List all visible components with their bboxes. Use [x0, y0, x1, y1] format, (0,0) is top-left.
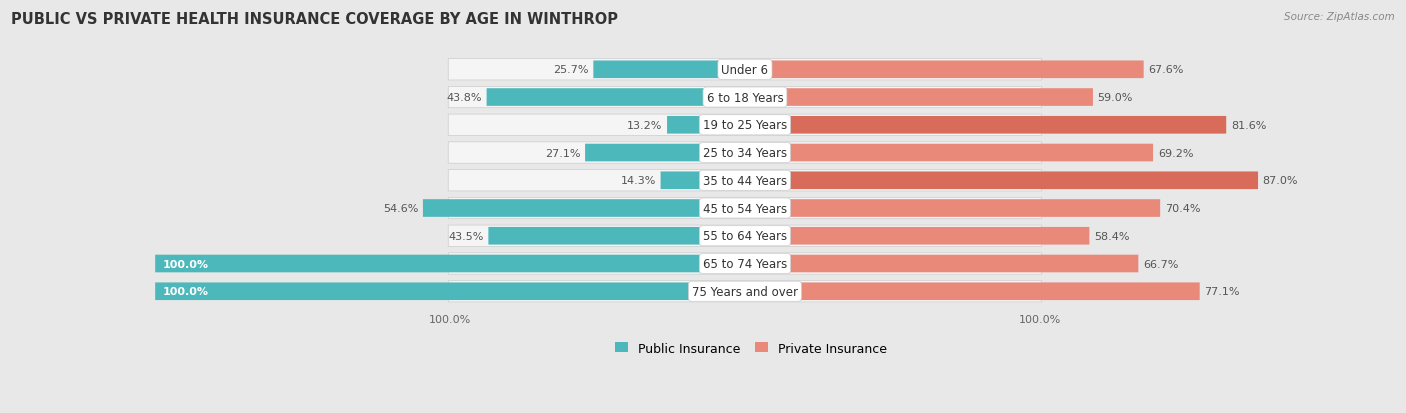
FancyBboxPatch shape: [155, 283, 745, 300]
Text: 100.0%: 100.0%: [162, 259, 208, 269]
FancyBboxPatch shape: [449, 87, 1042, 109]
Text: 25 to 34 Years: 25 to 34 Years: [703, 147, 787, 160]
FancyBboxPatch shape: [449, 225, 1042, 247]
Text: 35 to 44 Years: 35 to 44 Years: [703, 174, 787, 188]
FancyBboxPatch shape: [423, 200, 745, 217]
Text: 67.6%: 67.6%: [1149, 65, 1184, 75]
FancyBboxPatch shape: [449, 198, 1042, 219]
FancyBboxPatch shape: [593, 61, 745, 79]
Text: 65 to 74 Years: 65 to 74 Years: [703, 257, 787, 271]
Text: 66.7%: 66.7%: [1143, 259, 1178, 269]
Text: 13.2%: 13.2%: [627, 121, 662, 131]
Text: 27.1%: 27.1%: [546, 148, 581, 158]
FancyBboxPatch shape: [449, 142, 1042, 164]
Text: 87.0%: 87.0%: [1263, 176, 1298, 186]
Text: 70.4%: 70.4%: [1164, 204, 1201, 214]
Text: 43.8%: 43.8%: [447, 93, 482, 103]
FancyBboxPatch shape: [488, 228, 745, 245]
Text: 14.3%: 14.3%: [620, 176, 657, 186]
FancyBboxPatch shape: [745, 61, 1143, 79]
FancyBboxPatch shape: [661, 172, 745, 190]
Text: 58.4%: 58.4%: [1094, 231, 1129, 241]
FancyBboxPatch shape: [486, 89, 745, 107]
FancyBboxPatch shape: [449, 115, 1042, 136]
Text: 43.5%: 43.5%: [449, 231, 484, 241]
Text: 75 Years and over: 75 Years and over: [692, 285, 799, 298]
FancyBboxPatch shape: [745, 145, 1153, 162]
FancyBboxPatch shape: [666, 117, 745, 134]
Text: 59.0%: 59.0%: [1098, 93, 1133, 103]
Text: 6 to 18 Years: 6 to 18 Years: [707, 91, 783, 104]
FancyBboxPatch shape: [449, 253, 1042, 275]
FancyBboxPatch shape: [585, 145, 745, 162]
Text: 45 to 54 Years: 45 to 54 Years: [703, 202, 787, 215]
Text: 77.1%: 77.1%: [1205, 287, 1240, 297]
Text: 69.2%: 69.2%: [1157, 148, 1194, 158]
Text: 19 to 25 Years: 19 to 25 Years: [703, 119, 787, 132]
Text: 81.6%: 81.6%: [1230, 121, 1267, 131]
Text: 54.6%: 54.6%: [382, 204, 418, 214]
FancyBboxPatch shape: [745, 117, 1226, 134]
Text: 25.7%: 25.7%: [553, 65, 589, 75]
FancyBboxPatch shape: [745, 283, 1199, 300]
FancyBboxPatch shape: [745, 228, 1090, 245]
FancyBboxPatch shape: [155, 255, 745, 273]
FancyBboxPatch shape: [745, 89, 1092, 107]
Text: PUBLIC VS PRIVATE HEALTH INSURANCE COVERAGE BY AGE IN WINTHROP: PUBLIC VS PRIVATE HEALTH INSURANCE COVER…: [11, 12, 619, 27]
FancyBboxPatch shape: [449, 59, 1042, 81]
Text: Under 6: Under 6: [721, 64, 769, 76]
FancyBboxPatch shape: [449, 281, 1042, 302]
FancyBboxPatch shape: [745, 255, 1139, 273]
Legend: Public Insurance, Private Insurance: Public Insurance, Private Insurance: [610, 337, 891, 360]
Text: 100.0%: 100.0%: [162, 287, 208, 297]
Text: Source: ZipAtlas.com: Source: ZipAtlas.com: [1284, 12, 1395, 22]
Text: 55 to 64 Years: 55 to 64 Years: [703, 230, 787, 243]
FancyBboxPatch shape: [745, 172, 1258, 190]
FancyBboxPatch shape: [745, 200, 1160, 217]
FancyBboxPatch shape: [449, 170, 1042, 192]
